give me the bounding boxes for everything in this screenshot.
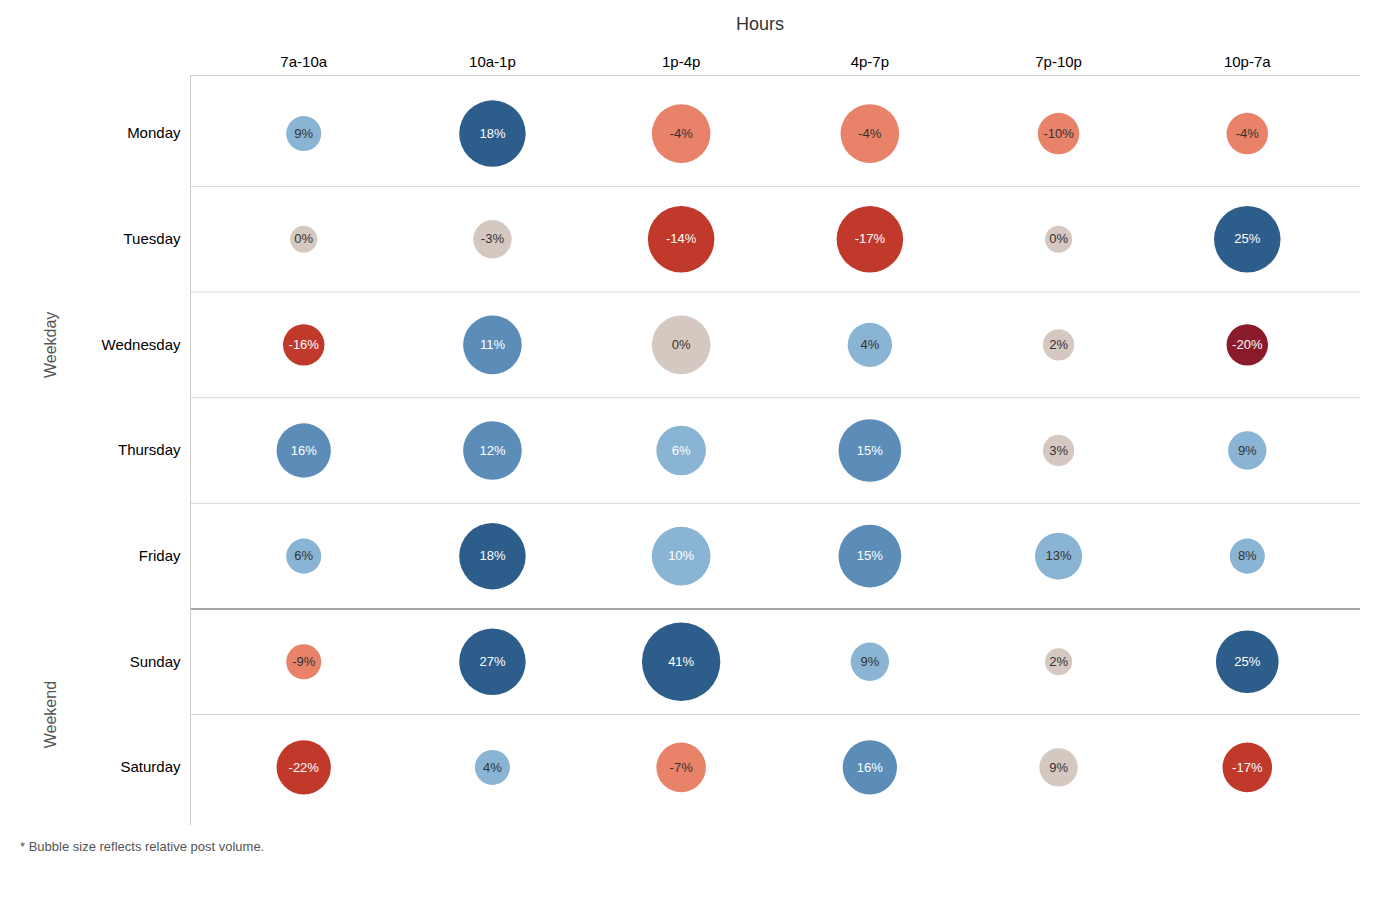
svg-text:-20%: -20% bbox=[1232, 337, 1263, 352]
svg-text:6%: 6% bbox=[294, 548, 313, 563]
svg-text:10%: 10% bbox=[668, 548, 694, 563]
svg-text:25%: 25% bbox=[1234, 231, 1260, 246]
svg-text:41%: 41% bbox=[668, 654, 694, 669]
svg-text:7a-10a: 7a-10a bbox=[280, 53, 327, 70]
svg-text:-4%: -4% bbox=[858, 126, 882, 141]
svg-text:-9%: -9% bbox=[292, 654, 316, 669]
svg-text:0%: 0% bbox=[294, 231, 313, 246]
svg-text:18%: 18% bbox=[479, 548, 505, 563]
svg-text:8%: 8% bbox=[1238, 548, 1257, 563]
svg-text:-14%: -14% bbox=[666, 231, 697, 246]
svg-text:16%: 16% bbox=[857, 760, 883, 775]
svg-text:-4%: -4% bbox=[670, 126, 694, 141]
svg-text:-17%: -17% bbox=[1232, 760, 1263, 775]
svg-text:27%: 27% bbox=[479, 654, 505, 669]
svg-text:13%: 13% bbox=[1046, 548, 1072, 563]
svg-text:-7%: -7% bbox=[670, 760, 694, 775]
svg-text:-16%: -16% bbox=[289, 337, 320, 352]
svg-text:18%: 18% bbox=[479, 126, 505, 141]
svg-text:9%: 9% bbox=[1238, 443, 1257, 458]
svg-text:2%: 2% bbox=[1049, 337, 1068, 352]
svg-text:0%: 0% bbox=[672, 337, 691, 352]
html-text:Hours: Hours bbox=[736, 14, 784, 34]
svg-text:Sunday: Sunday bbox=[130, 653, 181, 670]
svg-text:-4%: -4% bbox=[1236, 126, 1260, 141]
svg-text:15%: 15% bbox=[857, 443, 883, 458]
svg-text:Weekday: Weekday bbox=[42, 312, 59, 378]
svg-text:1p-4p: 1p-4p bbox=[662, 53, 700, 70]
svg-text:Monday: Monday bbox=[127, 124, 181, 141]
svg-text:4p-7p: 4p-7p bbox=[851, 53, 889, 70]
svg-text:-10%: -10% bbox=[1043, 126, 1074, 141]
svg-text:7p-10p: 7p-10p bbox=[1035, 53, 1082, 70]
svg-text:6%: 6% bbox=[672, 443, 691, 458]
svg-text:16%: 16% bbox=[291, 443, 317, 458]
svg-text:3%: 3% bbox=[1049, 443, 1068, 458]
svg-text:-22%: -22% bbox=[289, 760, 320, 775]
svg-text:9%: 9% bbox=[1049, 760, 1068, 775]
svg-text:Thursday: Thursday bbox=[118, 441, 181, 458]
svg-text:12%: 12% bbox=[479, 443, 505, 458]
svg-text:Friday: Friday bbox=[139, 547, 181, 564]
svg-text:0%: 0% bbox=[1049, 231, 1068, 246]
svg-text:10a-1p: 10a-1p bbox=[469, 53, 516, 70]
svg-text:9%: 9% bbox=[294, 126, 313, 141]
svg-text:9%: 9% bbox=[860, 654, 879, 669]
svg-text:15%: 15% bbox=[857, 548, 883, 563]
svg-text:-17%: -17% bbox=[855, 231, 886, 246]
svg-text:11%: 11% bbox=[480, 337, 505, 352]
svg-text:4%: 4% bbox=[860, 337, 879, 352]
svg-text:Tuesday: Tuesday bbox=[124, 230, 181, 247]
svg-text:25%: 25% bbox=[1234, 654, 1260, 669]
svg-text:10p-7a: 10p-7a bbox=[1224, 53, 1271, 70]
svg-text:2%: 2% bbox=[1049, 654, 1068, 669]
svg-text:-3%: -3% bbox=[481, 231, 505, 246]
svg-text:Weekend: Weekend bbox=[42, 681, 59, 748]
svg-text:Saturday: Saturday bbox=[120, 758, 181, 775]
html-text:* Bubble size reflects relativ: * Bubble size reflects relative post vol… bbox=[20, 839, 265, 854]
svg-text:4%: 4% bbox=[483, 760, 502, 775]
svg-text:Wednesday: Wednesday bbox=[102, 336, 181, 353]
